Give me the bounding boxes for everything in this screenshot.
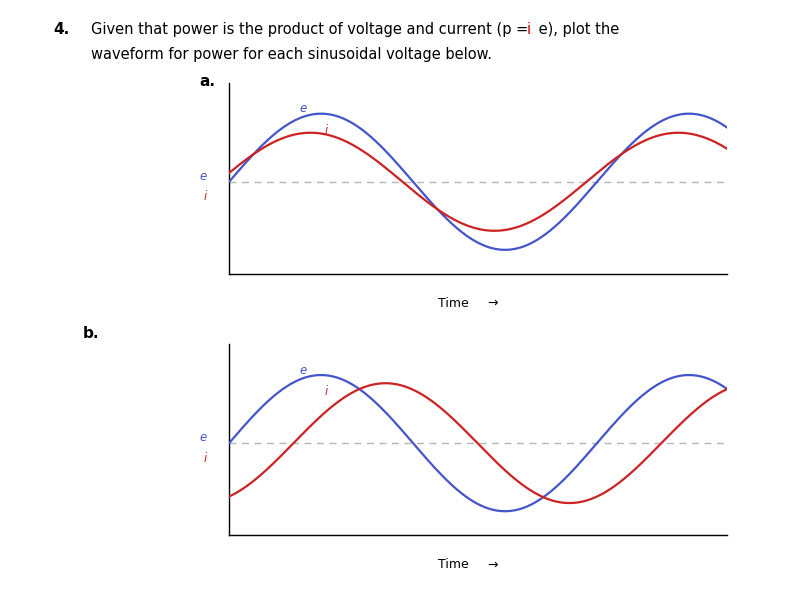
Text: i: i	[204, 190, 207, 203]
Text: Given that power is the product of voltage and current (p =: Given that power is the product of volta…	[91, 22, 532, 36]
Text: e: e	[200, 431, 207, 444]
Text: Time: Time	[438, 297, 473, 310]
Text: e: e	[299, 363, 307, 376]
Text: i: i	[527, 22, 531, 36]
Text: e: e	[200, 170, 207, 183]
Text: a.: a.	[199, 74, 215, 89]
Text: i: i	[325, 386, 328, 399]
Text: →: →	[487, 297, 498, 310]
Text: b.: b.	[83, 326, 100, 341]
Text: i: i	[204, 451, 207, 464]
Text: waveform for power for each sinusoidal voltage below.: waveform for power for each sinusoidal v…	[91, 47, 492, 62]
Text: i: i	[325, 124, 328, 137]
Text: 4.: 4.	[54, 22, 70, 36]
Text: →: →	[487, 558, 498, 571]
Text: e), plot the: e), plot the	[534, 22, 619, 36]
Text: Time: Time	[438, 558, 473, 571]
Text: e: e	[299, 102, 307, 115]
